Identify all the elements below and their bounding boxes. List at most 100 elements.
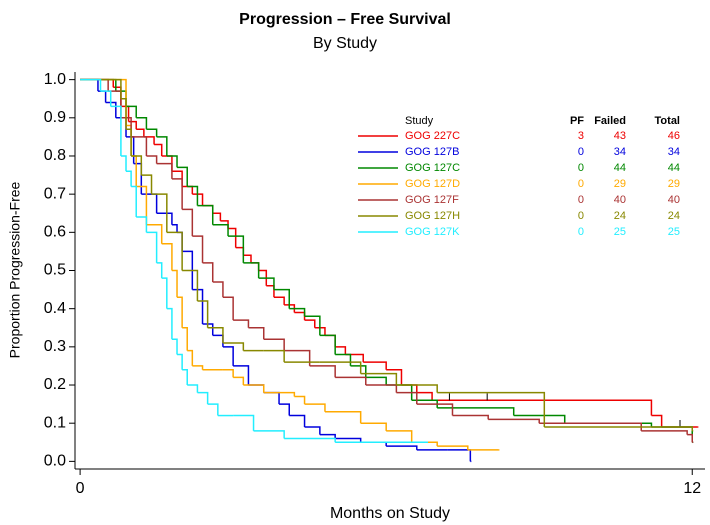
step-segment: [171, 269, 178, 298]
legend-cell: 25: [668, 226, 680, 238]
step-segment: [212, 281, 224, 298]
step-segment: [187, 185, 199, 206]
step-segment: [416, 391, 433, 401]
step-segment: [273, 288, 291, 309]
legend-cell: 34: [668, 146, 680, 158]
legend-cell: GOG 127B: [405, 146, 459, 158]
step-segment: [233, 365, 250, 386]
step-segment: [250, 262, 260, 271]
step-segment: [192, 365, 204, 370]
y-tick-label: 1.0: [44, 71, 66, 88]
step-segment: [131, 155, 143, 176]
step-segment: [222, 369, 234, 378]
step-segment: [126, 105, 137, 118]
legend-cell: 40: [614, 194, 626, 206]
step-segment: [197, 391, 209, 405]
step-segment: [136, 185, 148, 225]
step-segment: [212, 212, 222, 221]
step-segment: [182, 369, 188, 386]
step-segment: [166, 155, 178, 168]
y-tick-label: 0.1: [44, 414, 66, 431]
step-segment: [304, 426, 321, 435]
y-axis-label: Proportion Progression-Free: [7, 181, 23, 358]
step-segment: [113, 86, 122, 107]
step-segment: [120, 105, 130, 122]
step-segment: [258, 269, 268, 286]
step-segment: [641, 430, 688, 435]
step-segment: [197, 300, 209, 328]
legend-cell: 24: [614, 210, 626, 222]
step-segment: [452, 414, 489, 420]
step-segment: [324, 334, 336, 347]
step-segment: [80, 78, 109, 92]
step-segment: [284, 304, 296, 313]
step-segment: [161, 277, 168, 309]
step-segment: [304, 315, 321, 336]
step-segment: [263, 349, 285, 363]
step-segment: [294, 311, 306, 321]
step-segment: [182, 208, 194, 237]
step-segment: [248, 327, 265, 340]
x-tick-label: 0: [76, 480, 85, 497]
step-segment: [192, 288, 204, 324]
step-segment: [197, 204, 214, 225]
step-segment: [156, 136, 168, 156]
step-segment: [146, 231, 158, 263]
step-segment: [177, 166, 188, 187]
step-segment: [222, 346, 234, 366]
step-segment: [248, 384, 265, 393]
legend-cell: 29: [614, 178, 626, 190]
legend-cell: 0: [578, 162, 584, 174]
step-segment: [207, 327, 224, 344]
step-segment: [233, 376, 245, 386]
step-segment: [187, 384, 199, 393]
step-segment: [222, 296, 234, 321]
step-segment: [243, 384, 265, 393]
y-tick-label: 0.4: [44, 300, 66, 317]
step-segment: [171, 223, 178, 233]
step-segment: [146, 128, 158, 137]
y-tick-label: 0.3: [44, 338, 66, 355]
step-segment: [360, 372, 398, 386]
step-segment: [233, 414, 255, 431]
step-segment: [126, 136, 135, 164]
step-segment: [319, 361, 362, 374]
step-segment: [651, 414, 663, 428]
step-segment: [212, 223, 229, 237]
step-segment: [335, 346, 347, 355]
legend-cell: 43: [614, 130, 626, 142]
step-segment: [386, 445, 418, 450]
legend-cell: 0: [578, 226, 584, 238]
step-segment: [131, 136, 148, 156]
step-segment: [146, 155, 158, 164]
step-segment: [294, 395, 306, 405]
x-axis-label: Months on Study: [330, 505, 450, 522]
y-tick-label: 0.0: [44, 453, 66, 470]
chart-subtitle: By Study: [313, 35, 377, 52]
legend-header: Total: [655, 115, 680, 127]
step-segment: [233, 319, 250, 328]
step-segment: [228, 227, 237, 248]
step-segment: [80, 78, 127, 126]
step-segment: [105, 101, 117, 118]
y-tick-label: 0.8: [44, 147, 66, 164]
legend-cell: GOG 127D: [405, 178, 460, 190]
step-segment: [97, 90, 107, 103]
step-segment: [345, 353, 364, 363]
step-segment: [120, 97, 127, 130]
legend-cell: 44: [614, 162, 626, 174]
step-segment: [263, 391, 280, 405]
step-segment: [651, 426, 693, 443]
step-segment: [182, 327, 188, 351]
legend-header: Study: [405, 115, 434, 127]
step-segment: [171, 338, 178, 355]
chart-title: Progression – Free Survival: [239, 11, 451, 28]
step-segment: [156, 212, 173, 225]
step-segment: [266, 285, 275, 298]
step-segment: [350, 365, 367, 378]
step-segment: [386, 430, 413, 443]
step-segment: [141, 193, 158, 214]
step-segment: [146, 223, 163, 244]
step-segment: [182, 185, 194, 195]
step-segment: [365, 384, 398, 393]
